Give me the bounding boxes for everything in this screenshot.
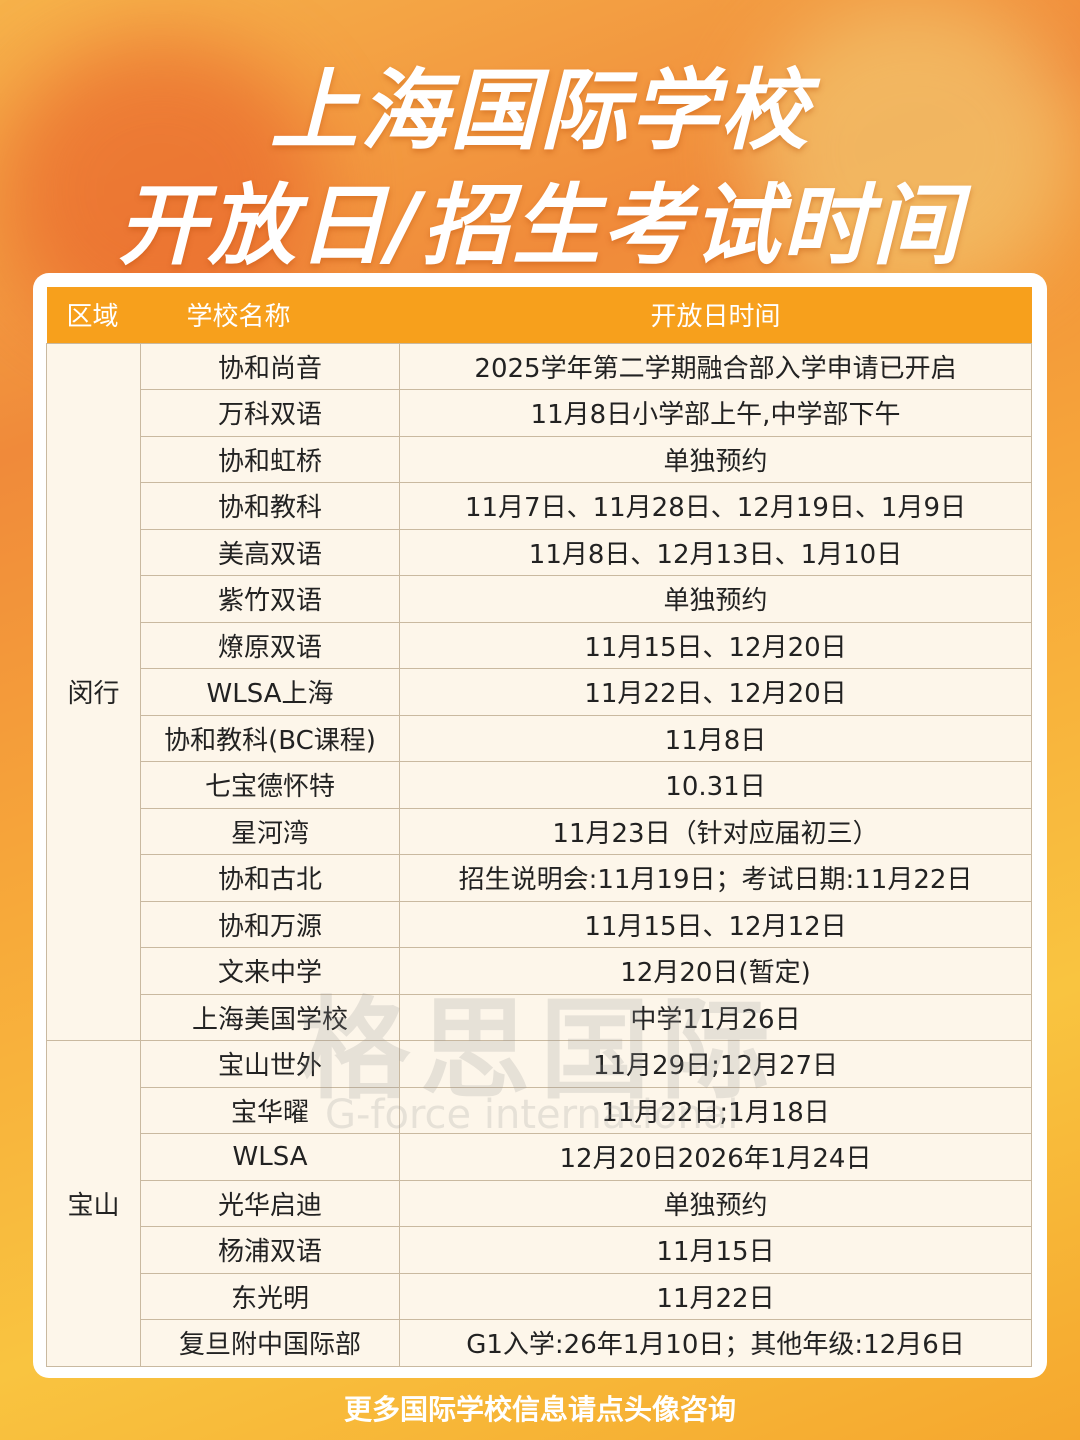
footer-text: 更多国际学校信息请点头像咨询: [343, 1393, 736, 1426]
date-cell: 中学11月26日: [399, 993, 1032, 1041]
school-cell: 宝山世外: [140, 1040, 400, 1088]
bg-decoration: [750, 0, 1080, 300]
table-row: 协和教科 11月7日、11月28日、12月19日、1月9日: [47, 482, 1032, 530]
date-cell: 12月20日(暂定): [399, 947, 1032, 995]
school-cell: 协和教科(BC课程): [140, 714, 400, 762]
table-row: 协和古北 招生说明会:11月19日；考试日期:11月22日: [47, 854, 1032, 902]
table-row: 万科双语 11月8日小学部上午,中学部下午: [47, 389, 1032, 437]
date-cell: 单独预约: [399, 435, 1032, 483]
header-region: 区域: [46, 287, 141, 343]
school-cell: 东光明: [140, 1272, 400, 1320]
date-cell: 11月22日: [399, 1272, 1032, 1320]
table-row: 光华启迪 单独预约: [47, 1179, 1032, 1227]
header-date: 开放日时间: [399, 287, 1032, 343]
table-row: 杨浦双语 11月15日: [47, 1226, 1032, 1274]
date-cell: 2025学年第二学期融合部入学申请已开启: [399, 342, 1032, 390]
school-cell: 协和教科: [140, 482, 400, 530]
date-cell: 11月8日小学部上午,中学部下午: [399, 389, 1032, 437]
table-row: 上海美国学校 中学11月26日: [47, 993, 1032, 1041]
school-cell: 万科双语: [140, 389, 400, 437]
date-cell: 11月15日、12月12日: [399, 900, 1032, 948]
school-cell: WLSA上海: [140, 668, 400, 716]
school-cell: WLSA: [140, 1133, 400, 1181]
date-cell: 11月22日;1月18日: [399, 1086, 1032, 1134]
date-cell: G1入学:26年1月10日；其他年级:12月6日: [399, 1319, 1032, 1367]
table-row: 燎原双语 11月15日、12月20日: [47, 621, 1032, 669]
school-cell: 协和万源: [140, 900, 400, 948]
title-line-1: 上海国际学校: [269, 59, 810, 162]
school-cell: 协和尚音: [140, 342, 400, 390]
school-cell: 杨浦双语: [140, 1226, 400, 1274]
school-cell: 七宝德怀特: [140, 761, 400, 809]
table-row: 美高双语 11月8日、12月13日、1月10日: [47, 528, 1032, 576]
table-row: 东光明 11月22日: [47, 1272, 1032, 1320]
table-header: 区域 学校名称 开放日时间: [46, 287, 1032, 343]
table-row: 复旦附中国际部 G1入学:26年1月10日；其他年级:12月6日: [47, 1319, 1032, 1367]
date-cell: 招生说明会:11月19日；考试日期:11月22日: [399, 854, 1032, 902]
date-cell: 11月8日: [399, 714, 1032, 762]
school-cell: 协和古北: [140, 854, 400, 902]
table-row: 紫竹双语 单独预约: [47, 575, 1032, 623]
school-cell: 星河湾: [140, 807, 400, 855]
date-cell: 11月8日、12月13日、1月10日: [399, 528, 1032, 576]
table-row: 闵行 协和尚音 2025学年第二学期融合部入学申请已开启: [46, 342, 1032, 1041]
date-cell: 单独预约: [399, 575, 1032, 623]
date-cell: 11月29日;12月27日: [399, 1040, 1032, 1088]
table-row: 协和虹桥 单独预约: [47, 435, 1032, 483]
table-row: 宝山 宝山世外 11月29日;12月27日: [46, 1040, 1032, 1367]
header-school: 学校名称: [140, 287, 400, 343]
table-row: 宝华曜 11月22日;1月18日: [47, 1086, 1032, 1134]
region-cell: 闵行: [46, 342, 141, 1041]
table-row: 协和万源 11月15日、12月12日: [47, 900, 1032, 948]
school-cell: 美高双语: [140, 528, 400, 576]
school-cell: 宝华曜: [140, 1086, 400, 1134]
table-row: WLSA上海 11月22日、12月20日: [47, 668, 1032, 716]
date-cell: 11月15日、12月20日: [399, 621, 1032, 669]
date-cell: 11月23日（针对应届初三）: [399, 807, 1032, 855]
title-line-2: 开放日/招生考试时间: [117, 174, 963, 277]
schedule-table: 区域 学校名称 开放日时间 闵行 协和尚音 2025学年第二学期融合部入学申请已开启…: [46, 287, 1032, 1367]
region-cell: 宝山: [46, 1040, 141, 1367]
school-cell: 燎原双语: [140, 621, 400, 669]
table-row: 星河湾 11月23日（针对应届初三）: [47, 807, 1032, 855]
table-row: 文来中学 12月20日(暂定): [47, 947, 1032, 995]
school-cell: 复旦附中国际部: [140, 1319, 400, 1367]
table-row: WLSA 12月20日2026年1月24日: [47, 1133, 1032, 1181]
school-cell: 紫竹双语: [140, 575, 400, 623]
table-row: 协和教科(BC课程) 11月8日: [47, 714, 1032, 762]
date-cell: 11月15日: [399, 1226, 1032, 1274]
table-row: 七宝德怀特 10.31日: [47, 761, 1032, 809]
date-cell: 11月22日、12月20日: [399, 668, 1032, 716]
school-cell: 上海美国学校: [140, 993, 400, 1041]
date-cell: 12月20日2026年1月24日: [399, 1133, 1032, 1181]
date-cell: 10.31日: [399, 761, 1032, 809]
date-cell: 单独预约: [399, 1179, 1032, 1227]
school-cell: 光华启迪: [140, 1179, 400, 1227]
date-cell: 11月7日、11月28日、12月19日、1月9日: [399, 482, 1032, 530]
school-cell: 协和虹桥: [140, 435, 400, 483]
school-cell: 文来中学: [140, 947, 400, 995]
